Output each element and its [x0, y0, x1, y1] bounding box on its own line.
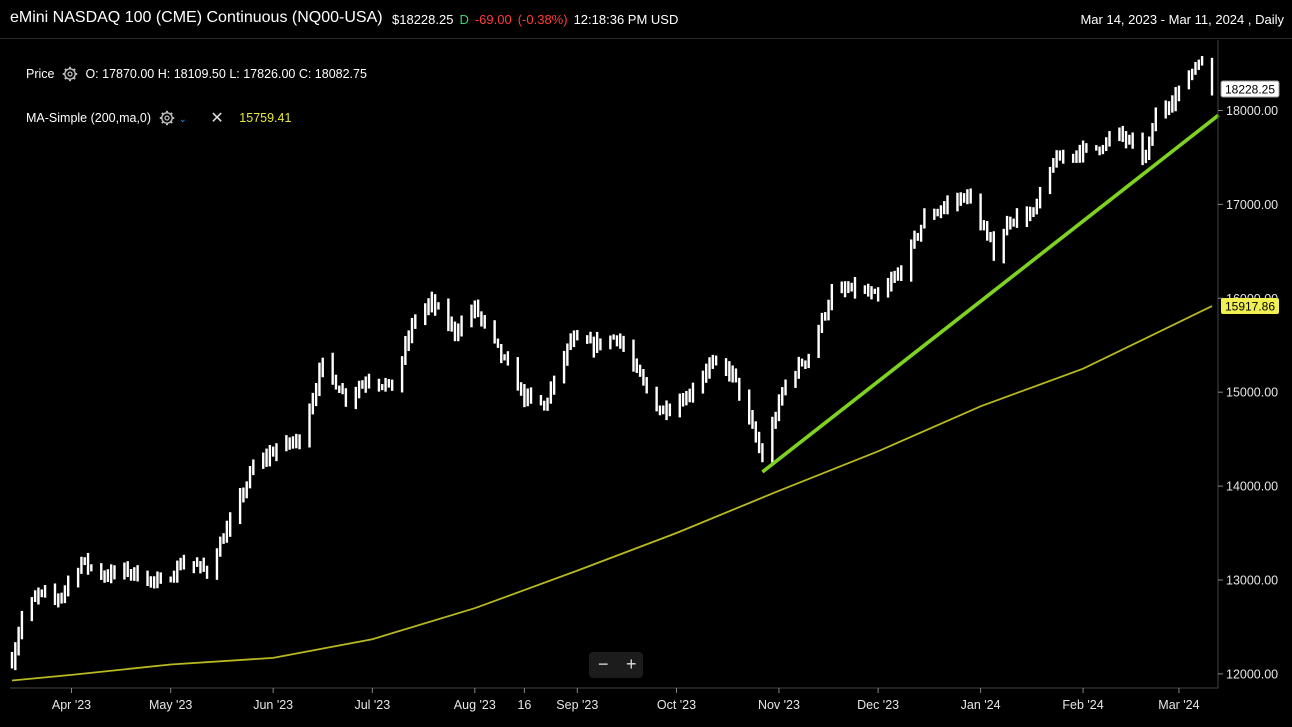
zoom-in-button[interactable]: + [626, 654, 637, 674]
ma-settings-gear-icon[interactable] [159, 110, 175, 126]
price-tag-label: 18228.25 [1225, 82, 1275, 96]
quote-summary: $18228.25 D -69.00 (-0.38%) 12:18:36 PM USD [392, 12, 684, 27]
ohlc-values: O: 17870.00 H: 18109.50 L: 17826.00 C: 1… [85, 67, 367, 81]
zoom-controls: − + [589, 652, 643, 678]
quote-time: 12:18:36 PM USD [573, 12, 679, 27]
symbol-title[interactable]: eMini NASDAQ 100 (CME) Continuous (NQ00-… [10, 9, 383, 26]
ma-line [11, 305, 1213, 682]
last-price: $18228.25 [392, 12, 454, 27]
time-tick-label: Sep '23 [556, 698, 598, 712]
ma-value: 15759.41 [239, 111, 292, 125]
time-tick-label: 16 [517, 698, 531, 712]
trendline[interactable] [761, 113, 1220, 474]
delayed-indicator: D [459, 12, 469, 27]
time-tick-label: Apr '23 [52, 698, 91, 712]
time-tick-label: Jan '24 [961, 698, 1001, 712]
last-price-tag [1220, 80, 1280, 98]
time-tick-label: May '23 [149, 698, 192, 712]
time-tick-label: Dec '23 [857, 698, 899, 712]
time-tick-label: Aug '23 [454, 698, 496, 712]
price-tag-label: 15917.86 [1225, 299, 1275, 313]
price-tick-label: 17000.00 [1226, 198, 1278, 212]
date-range[interactable]: Mar 14, 2023 - Mar 11, 2024 , Daily [1080, 12, 1284, 27]
zoom-out-button[interactable]: − [598, 654, 609, 674]
time-tick-label: Nov '23 [758, 698, 800, 712]
price-change-percent: (-0.38%) [517, 12, 568, 27]
time-tick-label: Feb '24 [1062, 698, 1103, 712]
price-tick-label: 15000.00 [1226, 386, 1278, 400]
time-tick-label: Oct '23 [657, 698, 696, 712]
ma-legend: MA-Simple (200,ma,0) ⌄ ✕ 15759.41 [26, 108, 291, 128]
price-axis[interactable]: 12000.0013000.0014000.0015000.0016000.00… [1217, 40, 1278, 688]
time-tick-label: Jun '23 [253, 698, 293, 712]
price-change: -69.00 [474, 12, 512, 27]
price-legend: Price O: 17870.00 H: 18109.50 L: 17826.0… [26, 66, 367, 82]
price-tick-label: 14000.00 [1226, 480, 1278, 494]
ma-legend-label: MA-Simple (200,ma,0) [26, 111, 152, 125]
time-tick-label: Jul '23 [354, 698, 390, 712]
time-axis[interactable]: Apr '23 May '23 Jun '23 Jul '23 Aug '23 16 Sep… [10, 687, 1218, 712]
price-legend-label: Price [26, 67, 55, 81]
price-tick-label: 18000.00 [1226, 104, 1278, 118]
ohlc-bars [10, 56, 1214, 671]
chart-header: eMini NASDAQ 100 (CME) Continuous (NQ00-… [0, 0, 1292, 39]
ma-dropdown-chevron-icon[interactable]: ⌄ [178, 114, 187, 125]
price-settings-gear-icon[interactable] [62, 66, 78, 82]
ma-price-tag [1221, 297, 1279, 314]
price-tick-label: 12000.00 [1226, 667, 1278, 681]
price-tick-label: 13000.00 [1226, 574, 1278, 588]
price-tags: 18228.25 15917.86 [1220, 80, 1280, 314]
ma-remove-close-icon[interactable]: ✕ [210, 110, 224, 127]
time-tick-label: Mar '24 [1158, 698, 1199, 712]
overlay-lines [11, 113, 1220, 682]
